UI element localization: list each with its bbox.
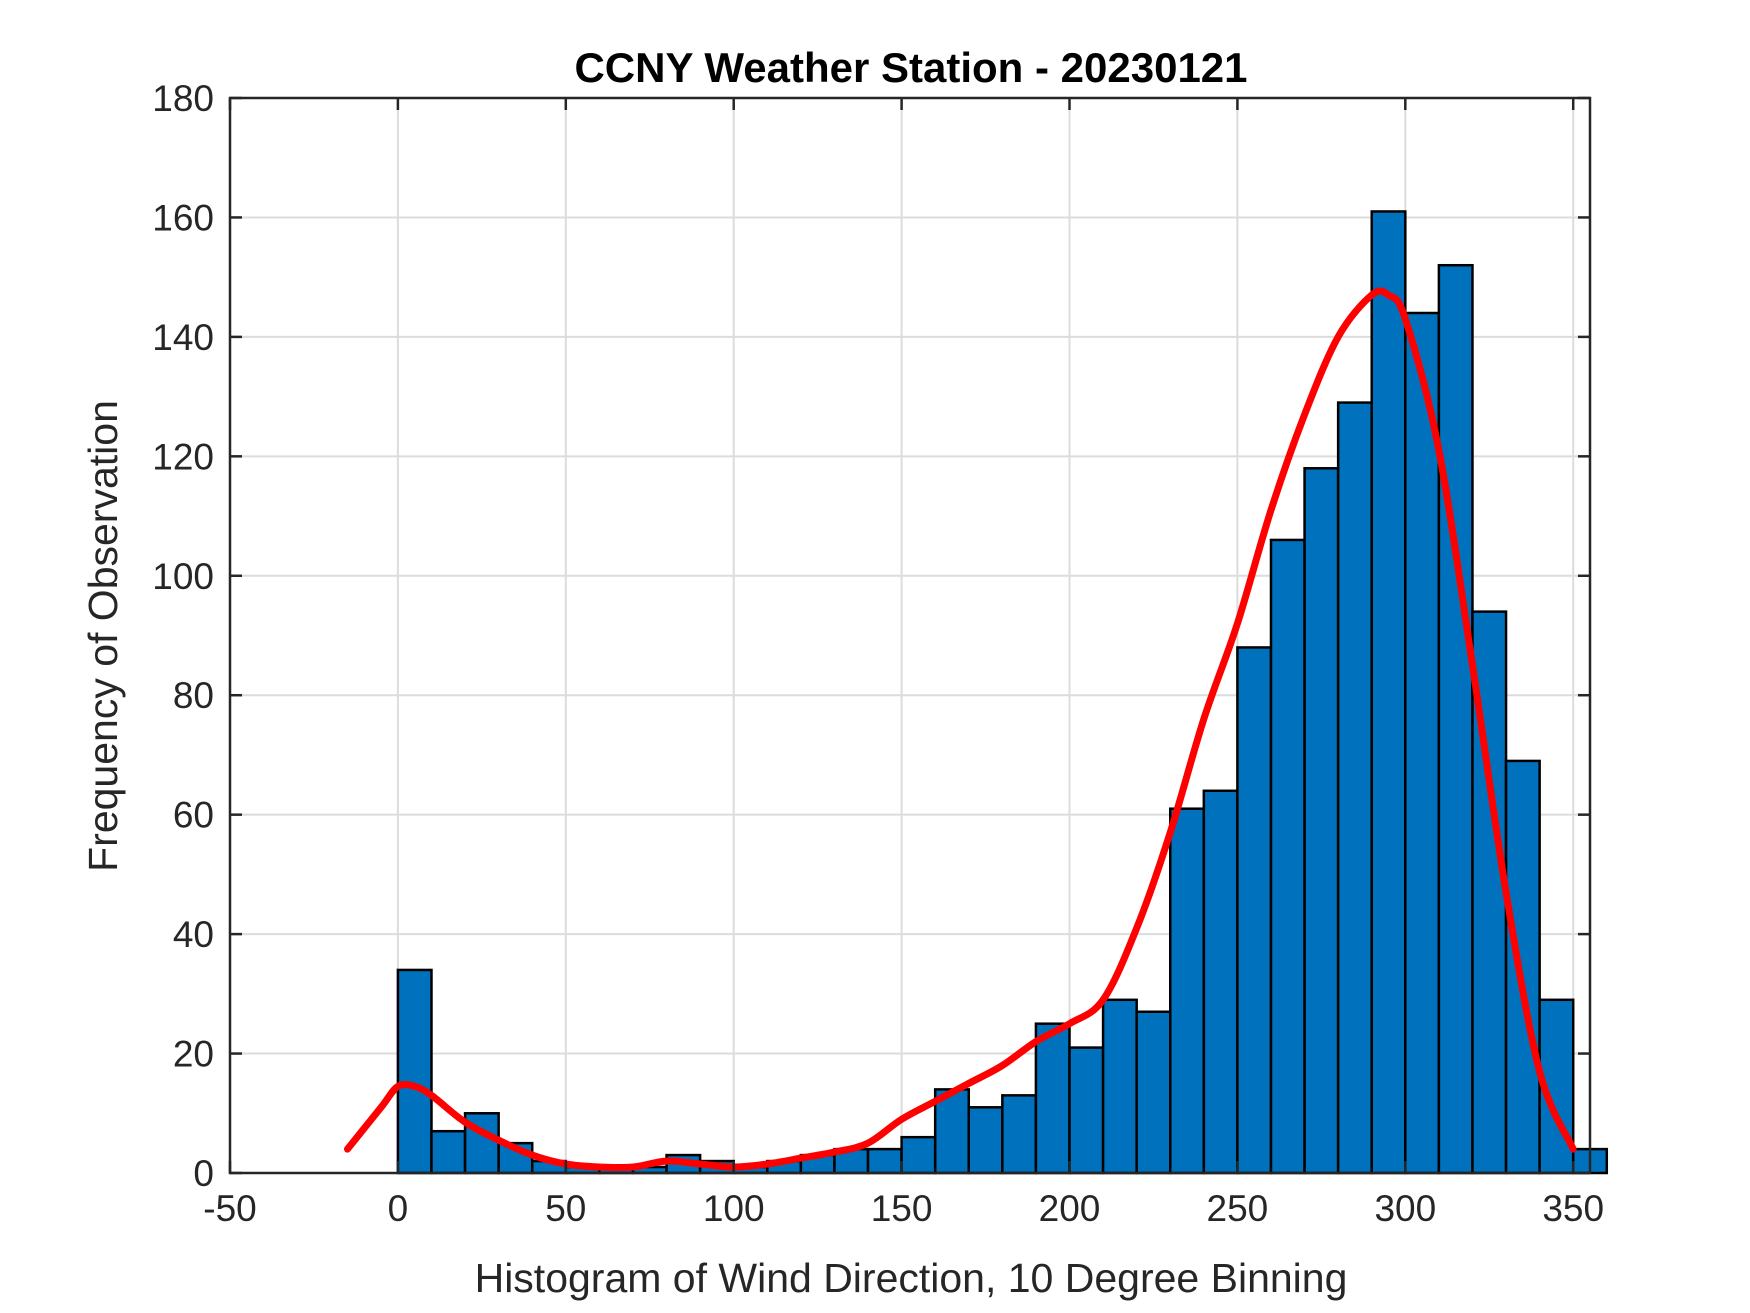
density-curve xyxy=(344,287,1577,1172)
y-tick-label: 60 xyxy=(173,795,214,836)
y-tick-label: 140 xyxy=(152,317,214,358)
x-tick-label: 50 xyxy=(545,1188,586,1229)
histogram-bar xyxy=(866,1147,903,1175)
histogram-bar xyxy=(396,968,433,1175)
histogram-bar xyxy=(1269,538,1306,1175)
y-tick-label: 40 xyxy=(173,914,214,955)
ticks-layer: -50 0 50 100 150 200 250 300 3500204060801001201… xyxy=(152,78,1604,1229)
axes-layer xyxy=(228,96,1592,1175)
x-tick-label: 200 xyxy=(1039,1188,1101,1229)
histogram-bar xyxy=(1370,210,1407,1175)
histogram-bar xyxy=(430,1129,467,1175)
y-axis-label: Frequency of Observation xyxy=(80,400,126,872)
histogram-bar xyxy=(1202,789,1239,1175)
axes-box xyxy=(228,96,1592,1175)
chart-title: CCNY Weather Station - 20230121 xyxy=(574,44,1247,91)
x-tick-label: 100 xyxy=(703,1188,765,1229)
bars-layer xyxy=(396,210,1609,1175)
histogram-bar xyxy=(1135,1010,1172,1175)
histogram-bar xyxy=(1101,998,1138,1175)
histogram-bar xyxy=(1303,467,1340,1175)
histogram-bar xyxy=(900,1135,937,1175)
y-tick-label: 120 xyxy=(152,436,214,477)
histogram-bar xyxy=(1336,401,1373,1175)
x-tick-label: 0 xyxy=(388,1188,409,1229)
y-tick-label: 160 xyxy=(152,197,214,238)
y-tick-label: 80 xyxy=(173,675,214,716)
curve-layer xyxy=(344,287,1577,1172)
x-tick-label: 250 xyxy=(1207,1188,1269,1229)
y-tick-label: 20 xyxy=(173,1034,214,1075)
histogram-bar xyxy=(1001,1094,1038,1175)
x-tick-label: 150 xyxy=(871,1188,933,1229)
histogram-bar xyxy=(1034,1022,1071,1175)
y-tick-label: 0 xyxy=(193,1153,214,1194)
histogram-bar xyxy=(1068,1046,1105,1175)
x-tick-label: 350 xyxy=(1542,1188,1604,1229)
y-tick-label: 180 xyxy=(152,78,214,119)
histogram-bar xyxy=(1236,646,1273,1175)
x-axis-label: Histogram of Wind Direction, 10 Degree B… xyxy=(475,1255,1348,1301)
histogram-bar xyxy=(967,1106,1004,1175)
histogram-bar xyxy=(1437,263,1474,1175)
x-tick-label: -50 xyxy=(203,1188,256,1229)
x-tick-label: 300 xyxy=(1374,1188,1436,1229)
histogram-bar xyxy=(1168,807,1206,1175)
y-tick-label: 100 xyxy=(152,556,214,597)
histogram-bar xyxy=(1504,759,1541,1175)
